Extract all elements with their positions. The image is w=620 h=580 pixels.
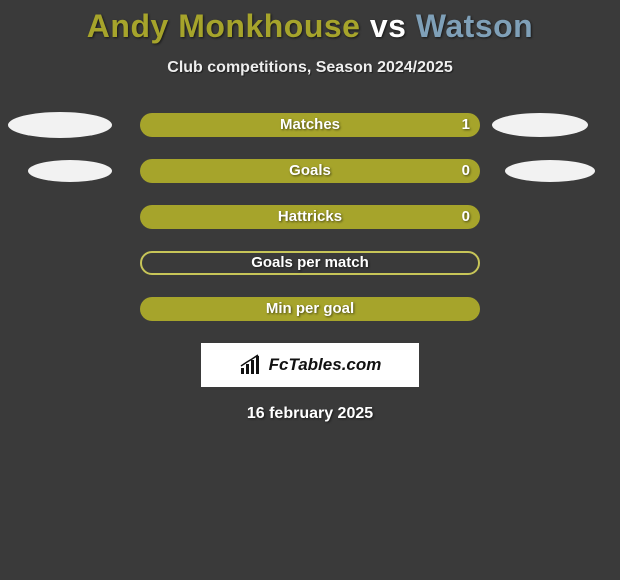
stat-row: Min per goal (0, 297, 620, 321)
page-title: Andy Monkhouse vs Watson (0, 8, 620, 45)
title-player-1: Andy Monkhouse (87, 8, 361, 44)
player-2-marker (505, 160, 595, 182)
stat-row: Hattricks0 (0, 205, 620, 229)
chart-bars-icon (239, 354, 265, 376)
subtitle: Club competitions, Season 2024/2025 (0, 59, 620, 77)
stat-bar-fill (140, 159, 480, 183)
logo-box: FcTables.com (201, 343, 419, 387)
title-player-2: Watson (416, 8, 533, 44)
stat-row: Goals per match (0, 251, 620, 275)
stat-bar-track (140, 251, 480, 275)
stat-bar-fill (140, 113, 480, 137)
stat-bar-fill (140, 205, 480, 229)
comparison-infographic: Andy Monkhouse vs Watson Club competitio… (0, 0, 620, 580)
logo: FcTables.com (239, 354, 382, 376)
stat-row: Goals0 (0, 159, 620, 183)
stat-rows: Matches1 Goals0 Hattricks0 Goals per match M… (0, 113, 620, 321)
player-1-marker (28, 160, 112, 182)
player-1-marker (8, 112, 112, 138)
footer-date: 16 february 2025 (0, 405, 620, 423)
player-2-marker (492, 113, 588, 137)
stat-row: Matches1 (0, 113, 620, 137)
stat-bar-fill (140, 297, 480, 321)
logo-text: FcTables.com (269, 355, 382, 375)
title-vs: vs (360, 8, 415, 44)
